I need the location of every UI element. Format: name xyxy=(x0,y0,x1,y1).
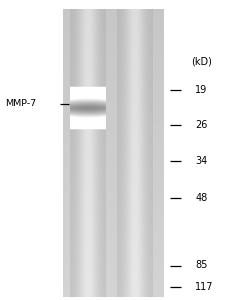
Text: (kD): (kD) xyxy=(191,56,212,67)
Text: 26: 26 xyxy=(195,119,208,130)
Text: 117: 117 xyxy=(195,282,214,292)
Text: 85: 85 xyxy=(195,260,208,271)
Text: MMP-7: MMP-7 xyxy=(5,99,36,108)
Text: 48: 48 xyxy=(195,193,208,203)
Text: 19: 19 xyxy=(195,85,208,95)
Text: 34: 34 xyxy=(195,155,208,166)
